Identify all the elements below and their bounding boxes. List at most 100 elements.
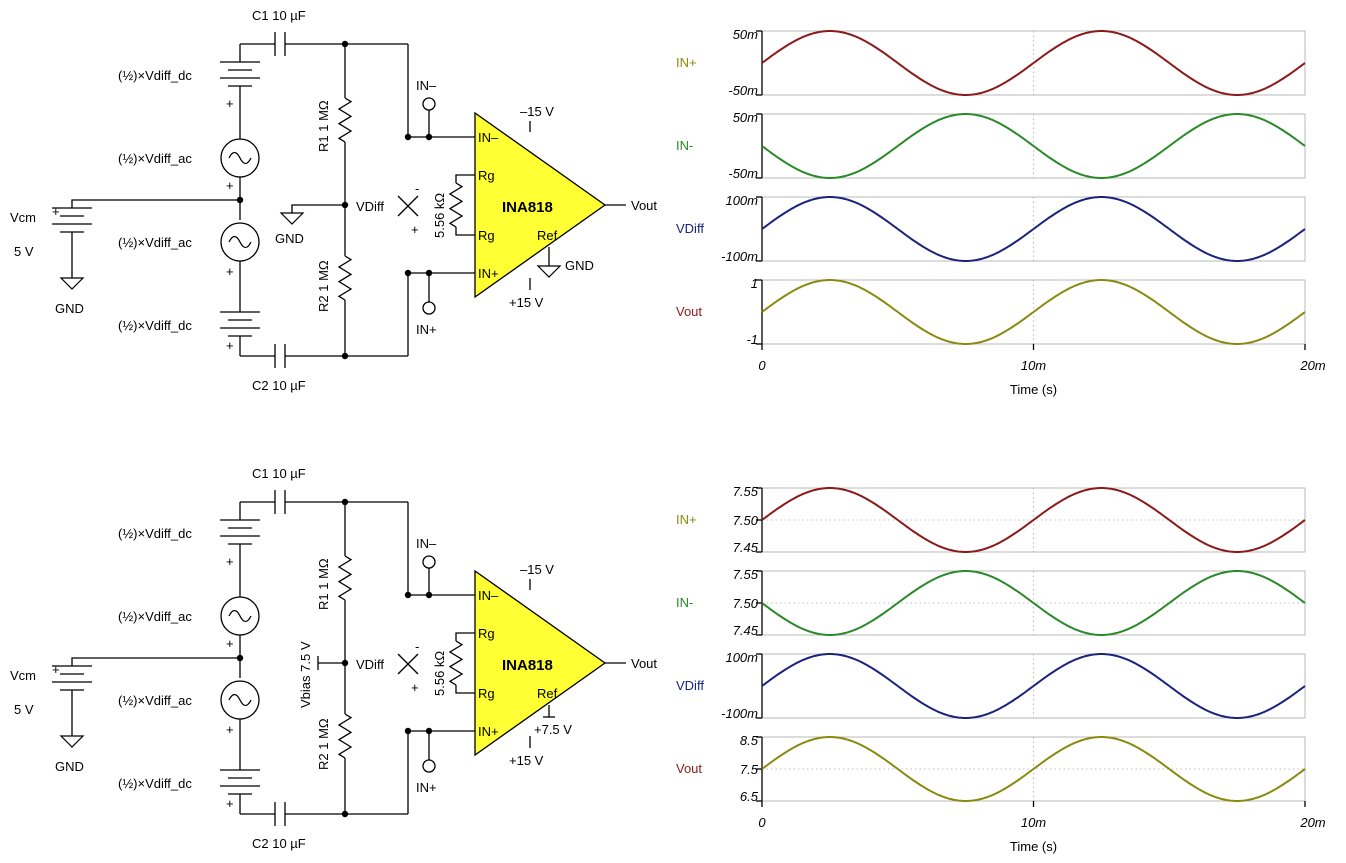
pin-ref: Ref [537, 228, 558, 243]
vdiff-dc-bottom-label: (½)×Vdiff_dc [118, 318, 192, 333]
vdiff-label: VDiff [356, 199, 384, 214]
pin-in-minus: IN– [478, 588, 499, 603]
plus-sign: + [226, 338, 234, 353]
series-vdiff-trace [761, 653, 1306, 719]
probe-terminal [422, 759, 436, 773]
plus-sign: + [226, 264, 234, 279]
probe-terminal [422, 301, 436, 315]
in-plus-probe-label: IN+ [416, 780, 437, 795]
panel-title: IN+ [676, 512, 697, 527]
c1-label: C1 10 µF [252, 466, 306, 481]
probe-terminal [422, 97, 436, 111]
r1-label: R1 1 MΩ [316, 558, 331, 610]
vdiff-dc-top-label: (½)×Vdiff_dc [118, 68, 192, 83]
y-tick-label: 100m [725, 193, 758, 208]
plus-sign: + [226, 178, 234, 193]
series-in-trace [761, 570, 1306, 636]
y-tick-label: 8.5 [740, 733, 759, 748]
c1-label: C1 10 µF [252, 8, 306, 23]
y-tick-label: -50m [728, 166, 758, 181]
in-minus-probe-label: IN– [416, 536, 437, 551]
y-tick-label: 50m [733, 27, 758, 42]
vdiff-ac-bottom-label: (½)×Vdiff_ac [118, 235, 192, 250]
pin-in-plus: IN+ [478, 266, 499, 281]
vcm-label: Vcm [10, 668, 36, 683]
y-tick-label: 7.45 [733, 540, 759, 555]
y-tick-label: 6.5 [740, 789, 759, 804]
probe-terminal [422, 555, 436, 569]
vdiff-dc-top-label: (½)×Vdiff_dc [118, 526, 192, 541]
pin-ref: Ref [537, 686, 558, 701]
pin-in-minus: IN– [478, 130, 499, 145]
in-plus-probe-label: IN+ [416, 322, 437, 337]
plot-panel-vout: 8.5 7.5 6.5 Vout [676, 733, 1306, 804]
ina818-amplifier [474, 569, 607, 757]
series-in-trace [761, 30, 1306, 96]
series-vout-trace [761, 736, 1306, 802]
pin-rg-2: Rg [478, 228, 495, 243]
series-vout-trace [761, 279, 1306, 345]
series-vdiff-trace [761, 196, 1306, 262]
neg-supply-label: –15 V [520, 562, 554, 577]
plus-sign: + [226, 554, 234, 569]
panel-title: IN+ [676, 55, 697, 70]
plot-panel-in: 7.55 7.50 7.45 IN- [676, 567, 1306, 638]
y-tick-label: -50m [728, 83, 758, 98]
series-in-trace [761, 487, 1306, 553]
c2-label: C2 10 µF [252, 836, 306, 851]
vout-label: Vout [631, 198, 657, 213]
in-minus-probe-label: IN– [416, 78, 437, 93]
gnd-label-vcm: GND [55, 301, 84, 316]
vbias-label: Vbias 7.5 V [298, 641, 313, 708]
vcm-label: Vcm [10, 210, 36, 225]
gnd-label-mid: GND [275, 231, 304, 246]
plus-sign: + [226, 796, 234, 811]
x-tick-label: 0 [758, 358, 766, 373]
wire [455, 685, 475, 694]
pos-supply-label: +15 V [509, 753, 544, 768]
y-tick-label: 7.50 [733, 596, 759, 611]
circuit-2: C1 10 µF C2 10 µF (½)×Vdiff_dc + (½)×Vdiff_a… [10, 466, 657, 851]
junction-dot [425, 727, 433, 735]
y-tick-label: 100m [725, 650, 758, 665]
chip-label: INA818 [502, 199, 553, 216]
plus-sign: + [52, 662, 60, 677]
gnd-label-vcm: GND [55, 759, 84, 774]
ground-symbol-ref [536, 265, 562, 278]
x-axis-label: Time (s) [1010, 839, 1057, 854]
rg-resistor-label: 5.56 kΩ [432, 651, 447, 696]
y-tick-label: 1 [751, 276, 758, 291]
pin-rg-1: Rg [478, 168, 495, 183]
pin-rg-2: Rg [478, 686, 495, 701]
panel-title: IN- [676, 595, 693, 610]
pin-rg-1: Rg [478, 626, 495, 641]
wire [291, 204, 345, 213]
ac-source-bottom-wave [228, 235, 252, 249]
x-tick-label: 20m [1299, 815, 1325, 830]
vout-label: Vout [631, 656, 657, 671]
vdiff-probe-x [397, 195, 419, 217]
wire [455, 174, 475, 183]
plot-panel-vdiff: 100m -100m VDiff [676, 193, 1306, 264]
x-tick-label: 10m [1021, 358, 1046, 373]
plot-panel-in: 50m -50m IN- [676, 110, 1306, 181]
panel-title: IN- [676, 138, 693, 153]
vdiff-probe-x [397, 653, 419, 675]
ac-source-top-wave [228, 151, 252, 165]
plus-sign: + [411, 680, 419, 695]
resistor-r1 [337, 97, 353, 143]
resistor-rg [448, 640, 464, 686]
y-tick-label: -100m [721, 706, 758, 721]
plus-sign: + [226, 722, 234, 737]
circuit-1: C1 10 µF C2 10 µF (½)×Vdiff_dc + (½)×Vdiff_a… [10, 8, 657, 393]
ina818-amplifier [474, 111, 607, 299]
r2-label: R2 1 MΩ [316, 260, 331, 312]
wire [71, 199, 240, 208]
r2-label: R2 1 MΩ [316, 718, 331, 770]
y-tick-label: 7.55 [733, 567, 759, 582]
ac-source-bottom-wave [228, 693, 252, 707]
plot-panel-in: 7.55 7.50 7.45 IN+ [676, 484, 1306, 555]
y-tick-label: 7.5 [740, 762, 759, 777]
wire [71, 657, 240, 666]
